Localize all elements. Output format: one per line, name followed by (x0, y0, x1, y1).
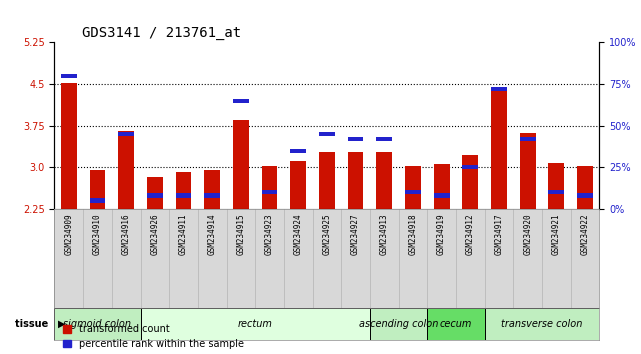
Text: GSM234916: GSM234916 (122, 214, 131, 256)
Text: GSM234915: GSM234915 (237, 214, 246, 256)
Text: GSM234920: GSM234920 (523, 214, 532, 256)
Text: transverse colon: transverse colon (501, 319, 583, 329)
Bar (520, 137, 535, 141)
Text: ascending colon: ascending colon (359, 319, 438, 329)
Text: GSM234913: GSM234913 (379, 214, 388, 256)
Bar (577, 194, 593, 198)
Bar (347, 152, 363, 209)
Bar (147, 177, 163, 209)
Bar (434, 194, 449, 198)
Text: GSM234918: GSM234918 (408, 214, 417, 256)
Bar (147, 194, 163, 198)
Bar (204, 170, 220, 209)
Bar (290, 149, 306, 153)
Bar (233, 99, 249, 103)
Text: GSM234927: GSM234927 (351, 214, 360, 256)
Bar (549, 190, 564, 194)
FancyBboxPatch shape (428, 308, 485, 340)
Bar (176, 194, 192, 198)
Bar (290, 161, 306, 209)
Bar (176, 172, 192, 209)
Legend: transformed count, percentile rank within the sample: transformed count, percentile rank withi… (63, 324, 244, 349)
Bar (462, 155, 478, 209)
Text: GSM234924: GSM234924 (294, 214, 303, 256)
Bar (262, 190, 278, 194)
Text: GSM234914: GSM234914 (208, 214, 217, 256)
Text: GSM234925: GSM234925 (322, 214, 331, 256)
Bar (405, 166, 421, 209)
Bar (491, 87, 507, 91)
Bar (520, 133, 535, 209)
Text: sigmoid colon: sigmoid colon (63, 319, 131, 329)
Bar (434, 165, 449, 209)
FancyBboxPatch shape (54, 308, 140, 340)
Text: rectum: rectum (238, 319, 272, 329)
Bar (462, 165, 478, 169)
Bar (61, 74, 77, 78)
Text: GSM234922: GSM234922 (581, 214, 590, 256)
Bar (376, 137, 392, 141)
FancyBboxPatch shape (485, 308, 599, 340)
Bar (204, 194, 220, 198)
Bar (262, 166, 278, 209)
Bar (376, 152, 392, 209)
Text: GSM234926: GSM234926 (151, 214, 160, 256)
Bar (549, 163, 564, 209)
Text: GSM234911: GSM234911 (179, 214, 188, 256)
Text: GSM234923: GSM234923 (265, 214, 274, 256)
Bar (319, 132, 335, 136)
Bar (233, 120, 249, 209)
FancyBboxPatch shape (140, 308, 370, 340)
Text: tissue: tissue (15, 319, 51, 329)
Text: GDS3141 / 213761_at: GDS3141 / 213761_at (82, 26, 241, 40)
Text: cecum: cecum (440, 319, 472, 329)
Text: GSM234919: GSM234919 (437, 214, 446, 256)
Text: GSM234917: GSM234917 (494, 214, 503, 256)
Bar (405, 190, 421, 194)
Bar (61, 83, 77, 209)
Text: GSM234909: GSM234909 (64, 214, 73, 256)
Bar (347, 137, 363, 141)
Text: GSM234912: GSM234912 (466, 214, 475, 256)
Text: GSM234910: GSM234910 (93, 214, 102, 256)
Bar (119, 132, 134, 136)
Text: ▶: ▶ (58, 319, 65, 329)
FancyBboxPatch shape (370, 308, 428, 340)
Bar (319, 152, 335, 209)
Text: GSM234921: GSM234921 (552, 214, 561, 256)
Bar (119, 131, 134, 209)
Bar (90, 199, 105, 202)
Bar (90, 170, 105, 209)
Bar (491, 91, 507, 209)
Bar (577, 166, 593, 209)
